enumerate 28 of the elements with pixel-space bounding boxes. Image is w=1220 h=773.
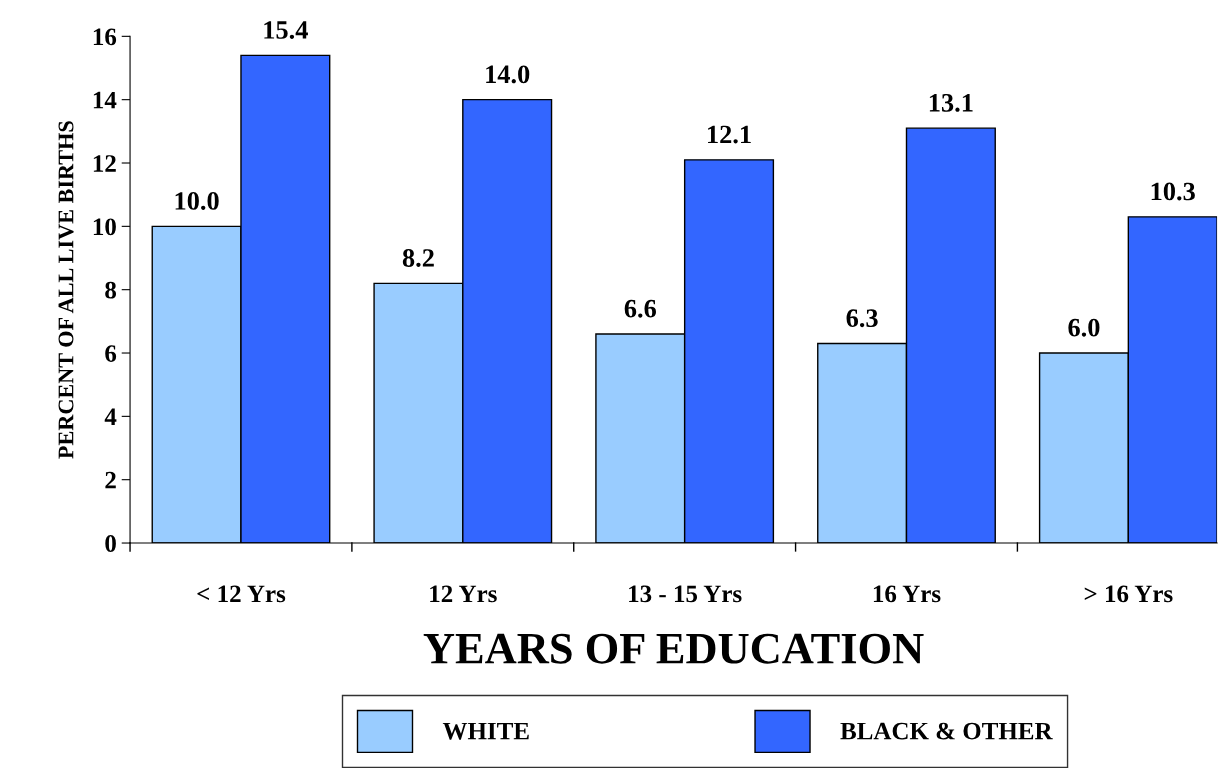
y-tick-label: 12 [93,155,116,172]
x-tick-label: 13 - 15 Yrs [629,585,742,603]
data-label: 6.3 [846,309,878,328]
y-tick-label: 16 [93,28,117,46]
data-label: 8.2 [402,249,434,267]
data-label: 12.1 [708,125,751,144]
x-tick-label: 16 Yrs [873,585,941,603]
y-tick-label: 8 [105,281,117,299]
x-tick-label: < 12 Yrs [197,585,286,603]
y-tick-label: 10 [93,218,116,236]
x-axis-title: YEARS OF EDUCATION [423,633,924,664]
y-tick-label: 0 [105,535,116,552]
legend-label: WHITE [442,722,529,740]
data-label: 6.6 [624,299,657,318]
legend-label: BLACK & OTHER [840,722,1053,740]
data-label: 15.4 [264,21,308,39]
y-tick-label: 6 [105,345,117,362]
data-label: 10.0 [175,192,219,210]
y-tick-label: 14 [93,91,117,109]
y-tick-label: 2 [105,471,116,489]
data-label: 10.3 [1151,182,1195,201]
data-label: 14.0 [486,65,530,84]
x-tick-label: > 16 Yrs [1084,585,1173,603]
data-label: 6.0 [1068,318,1100,337]
data-label: 13.1 [929,93,973,112]
y-tick-label: 4 [104,408,117,426]
y-axis-title: PERCENT OF ALL LIVE BIRTHS [58,121,74,459]
x-tick-label: 12 Yrs [430,585,497,603]
